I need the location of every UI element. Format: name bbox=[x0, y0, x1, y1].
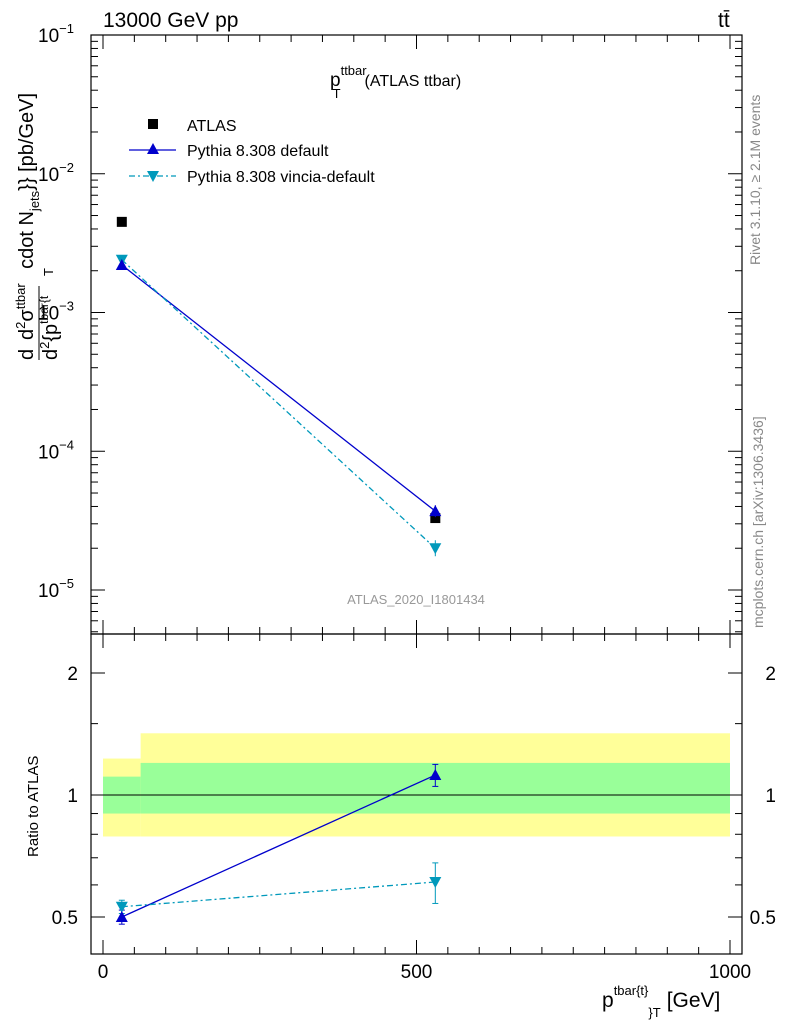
default-point bbox=[115, 258, 128, 270]
legend-vincia-label: Pythia 8.308 vincia-default bbox=[187, 169, 375, 186]
process-label: tt̄ bbox=[718, 9, 730, 32]
default-point bbox=[429, 505, 442, 517]
vincia-ratio-point bbox=[115, 901, 128, 913]
vincia-ratio-point bbox=[429, 877, 442, 889]
rivet-info: Rivet 3.1.10, ≥ 2.1M events bbox=[747, 95, 763, 265]
series-line-vincia bbox=[121, 259, 436, 549]
ratio-y-axis-label: Ratio to ATLAS bbox=[25, 756, 42, 857]
svg-text:d2{ptbar{t: d2{ptbar{t bbox=[37, 295, 62, 360]
ratio-bands bbox=[103, 733, 730, 837]
x-tick-label: 1000 bbox=[709, 962, 751, 983]
legend-vincia-marker bbox=[147, 171, 159, 182]
main-y-tick-label: 10−5 bbox=[38, 576, 74, 602]
legend-atlas-marker bbox=[148, 119, 158, 129]
x-tick-label: 0 bbox=[98, 962, 109, 983]
energy-label: 13000 GeV pp bbox=[103, 9, 238, 32]
data-marks bbox=[115, 216, 442, 925]
x-axis-label: ptbar{t}}T[GeV] bbox=[602, 983, 720, 1020]
x-tick-label: 500 bbox=[401, 962, 433, 983]
atlas-point bbox=[430, 513, 441, 524]
svg-text:dcdot Njets}} [pb/GeV]: dcdot Njets}} [pb/GeV] bbox=[16, 93, 42, 360]
default-ratio-point bbox=[429, 769, 442, 781]
analysis-watermark: ATLAS_2020_I1801434 bbox=[347, 592, 485, 607]
ratio-y-tick-label-left: 0.5 bbox=[52, 908, 78, 929]
legend-default-label: Pythia 8.308 default bbox=[187, 143, 329, 160]
ratio-y-tick-label-right: 1 bbox=[765, 786, 776, 807]
svg-text:T: T bbox=[41, 268, 56, 276]
atlas-point bbox=[116, 216, 127, 227]
svg-text:d2σttbar: d2σttbar bbox=[13, 283, 38, 340]
series-line-default bbox=[121, 264, 436, 512]
plot-title: pttbar T(ATLAS ttbar) bbox=[330, 63, 461, 101]
ratio-y-tick-label-left: 1 bbox=[67, 786, 78, 807]
main-y-tick-label: 10−2 bbox=[38, 160, 74, 186]
ratio-y-tick-label-right: 0.5 bbox=[750, 908, 776, 929]
ratio-y-tick-label-left: 2 bbox=[67, 664, 78, 685]
main-y-axis-label: dcdot Njets}} [pb/GeV] d2σttbar d2{ptbar… bbox=[13, 93, 62, 360]
main-y-tick-label: 10−1 bbox=[38, 21, 74, 47]
default-ratio-point bbox=[115, 911, 128, 922]
ratio-line-vincia bbox=[121, 881, 436, 908]
main-y-tick-label: 10−4 bbox=[38, 437, 74, 463]
ratio-y-tick-label-right: 2 bbox=[765, 664, 776, 685]
mcplots-info: mcplots.cern.ch [arXiv:1306.3436] bbox=[750, 416, 766, 628]
main-y-tick-label: 10−3 bbox=[38, 299, 74, 325]
axis-ticks: 10−1 10−2 10−3 10−4 10−5 2 2 1 1 0.5 0.5 0 500 1000 bbox=[38, 21, 776, 983]
ratio-line-default bbox=[121, 774, 436, 918]
vincia-point bbox=[429, 543, 442, 555]
legend-default-marker bbox=[147, 143, 159, 154]
legend-atlas-label: ATLAS bbox=[187, 118, 237, 135]
